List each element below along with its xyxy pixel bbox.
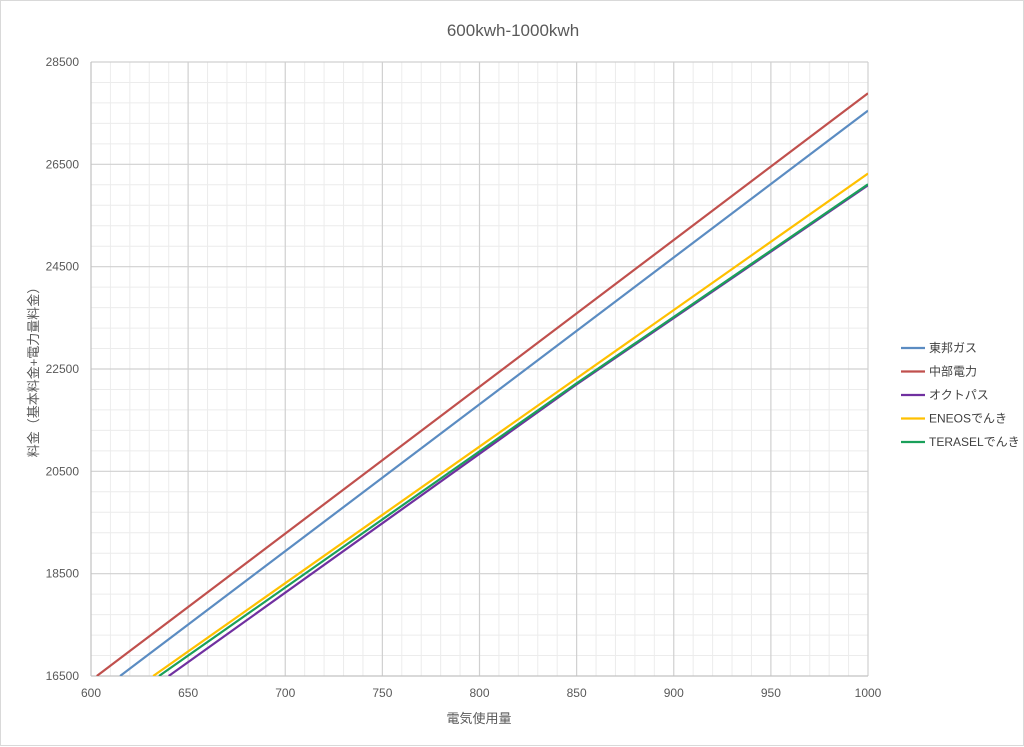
x-tick-label: 900 — [664, 686, 684, 700]
x-tick-label: 950 — [761, 686, 781, 700]
x-tick-label: 800 — [469, 686, 489, 700]
series-line-1 — [119, 109, 868, 676]
legend-label-5: TERASELでんき — [929, 435, 1020, 449]
x-tick-label: 750 — [372, 686, 392, 700]
series-line-2 — [96, 92, 868, 676]
series-lines — [96, 92, 868, 676]
series-line-4 — [152, 172, 868, 676]
x-tick-label: 700 — [275, 686, 295, 700]
axes — [90, 62, 868, 677]
legend-label-1: 東邦ガス — [929, 341, 977, 355]
y-tick-label: 24500 — [46, 260, 80, 274]
x-tick-label: 1000 — [855, 686, 882, 700]
series-line-5 — [158, 183, 868, 676]
y-tick-label: 20500 — [46, 464, 80, 478]
tick-labels: 600 650 700 750 800 850 900 950 1000 16500 18500 20… — [46, 55, 882, 700]
legend-label-3: オクトパス — [929, 388, 989, 402]
y-tick-label: 16500 — [46, 669, 80, 683]
y-tick-label: 18500 — [46, 567, 80, 581]
x-tick-label: 600 — [81, 686, 101, 700]
y-tick-label: 28500 — [46, 55, 80, 69]
y-tick-label: 22500 — [46, 362, 80, 376]
legend-label-4: ENEOSでんき — [929, 412, 1007, 426]
y-axis-label: 料金（基本料金+電力量料金） — [26, 281, 41, 458]
x-tick-label: 650 — [178, 686, 198, 700]
x-tick-label: 850 — [567, 686, 587, 700]
legend-label-2: 中部電力 — [929, 364, 977, 379]
x-axis-label: 電気使用量 — [446, 711, 511, 726]
y-tick-label: 26500 — [46, 157, 80, 171]
chart-title: 600kwh-1000kwh — [447, 21, 579, 40]
